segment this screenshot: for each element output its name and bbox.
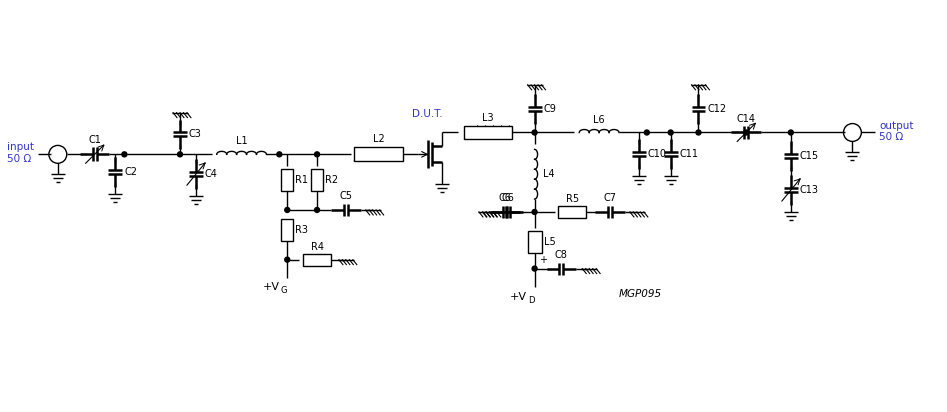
Circle shape	[532, 266, 537, 271]
Text: 50 Ω: 50 Ω	[879, 133, 903, 143]
Text: C4: C4	[205, 169, 218, 179]
Text: C10: C10	[648, 150, 667, 159]
Text: R2: R2	[325, 175, 338, 185]
Text: +V: +V	[262, 283, 279, 293]
Text: L5: L5	[544, 237, 555, 247]
Circle shape	[122, 152, 127, 157]
Text: C2: C2	[124, 167, 137, 177]
Text: D.U.T.: D.U.T.	[412, 109, 442, 119]
Circle shape	[743, 130, 749, 135]
Circle shape	[314, 208, 319, 213]
Text: output: output	[879, 121, 914, 131]
Text: R1: R1	[295, 175, 308, 185]
Circle shape	[788, 130, 794, 135]
Text: R3: R3	[295, 225, 308, 235]
Text: C7: C7	[603, 193, 616, 203]
Text: L3: L3	[482, 112, 493, 122]
Text: C6: C6	[498, 193, 511, 203]
Circle shape	[177, 152, 183, 157]
Circle shape	[696, 130, 701, 135]
Text: 50 Ω: 50 Ω	[8, 154, 31, 164]
Text: +V: +V	[509, 293, 527, 302]
Text: C8: C8	[555, 250, 568, 260]
Bar	[559, 206, 586, 218]
Text: L4: L4	[543, 169, 554, 179]
Text: L6: L6	[594, 115, 605, 124]
Bar	[354, 147, 403, 162]
Circle shape	[277, 152, 282, 157]
Text: C13: C13	[800, 185, 819, 195]
Text: L2: L2	[373, 134, 384, 145]
Text: input: input	[8, 143, 34, 152]
Circle shape	[644, 130, 650, 135]
Text: R4: R4	[311, 242, 324, 252]
Text: G: G	[280, 286, 287, 295]
Text: D: D	[527, 296, 534, 305]
Text: L1: L1	[236, 136, 247, 146]
Text: +: +	[539, 255, 546, 265]
Circle shape	[285, 257, 290, 262]
Circle shape	[532, 209, 537, 214]
Text: C6: C6	[501, 193, 514, 203]
Circle shape	[669, 130, 673, 135]
Text: C5: C5	[339, 191, 352, 201]
Bar	[312, 169, 323, 191]
Circle shape	[532, 130, 537, 135]
Text: C11: C11	[680, 150, 699, 159]
Bar	[464, 126, 511, 139]
Text: C12: C12	[707, 104, 726, 114]
Text: C14: C14	[737, 114, 756, 124]
Text: C15: C15	[800, 151, 819, 162]
Bar	[281, 219, 294, 241]
Text: MGP095: MGP095	[619, 289, 662, 300]
Circle shape	[285, 208, 290, 213]
Text: C9: C9	[544, 104, 557, 114]
Text: C1: C1	[88, 136, 101, 145]
Bar	[527, 231, 542, 253]
Circle shape	[314, 152, 319, 157]
Text: R5: R5	[565, 194, 579, 204]
Bar	[303, 254, 331, 266]
Text: C3: C3	[189, 129, 202, 140]
Bar	[281, 169, 294, 191]
